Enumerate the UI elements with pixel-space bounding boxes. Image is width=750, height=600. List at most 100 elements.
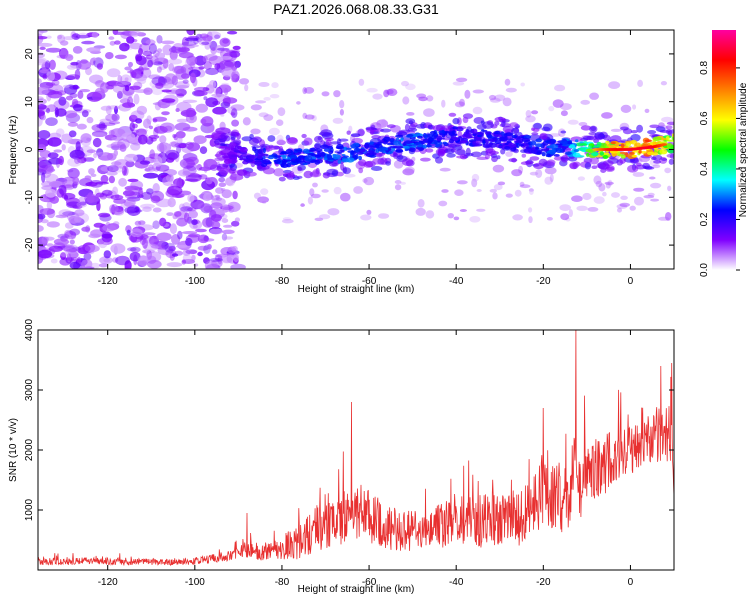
- spectrogram-blob: [202, 87, 210, 92]
- spectrogram-blob: [468, 133, 473, 139]
- spectrogram-blob: [260, 188, 269, 196]
- spectrogram-blob: [488, 94, 497, 101]
- spectrogram-blob: [108, 175, 115, 184]
- spectrogram-blob: [346, 130, 351, 135]
- spectrogram-blob: [615, 141, 620, 147]
- spectrogram-blob: [38, 52, 45, 58]
- spectrogram-blob: [110, 194, 124, 200]
- spectrogram-blob: [70, 61, 79, 66]
- spectrogram-blob: [452, 126, 458, 130]
- spectrogram-blob: [346, 157, 355, 163]
- spectrogram-blob: [255, 100, 267, 104]
- spectrogram-blob: [123, 198, 136, 207]
- spectrogram-blob: [472, 89, 484, 94]
- spectrogram-blob: [122, 190, 135, 197]
- spectrogram-blob: [655, 126, 666, 132]
- spectrogram-blob: [46, 221, 60, 228]
- spectrogram-blob: [283, 159, 292, 162]
- spectrogram-blob: [644, 108, 650, 113]
- spectrogram-blob: [193, 263, 199, 267]
- spectrogram-blob: [221, 256, 233, 263]
- spectrogram-blob: [62, 211, 76, 216]
- spectrogram-blob: [484, 153, 490, 160]
- spectrogram-blob: [602, 160, 614, 166]
- spectrogram-blob: [107, 165, 119, 173]
- spectrogram-blob: [356, 151, 364, 155]
- spectrogram-blob: [38, 249, 53, 259]
- spectrogram-blob: [424, 133, 428, 140]
- spectrogram-blob: [406, 112, 415, 116]
- spectrogram-blob: [660, 81, 668, 86]
- spectrogram-blob: [113, 31, 126, 35]
- spectrogram-blob: [152, 207, 162, 213]
- spectrogram-blob: [127, 178, 139, 183]
- spectrogram-blob: [366, 209, 372, 215]
- spectrogram-blob: [302, 162, 308, 166]
- spectrogram-blob: [221, 233, 228, 241]
- spectrogram-blob: [108, 129, 115, 136]
- spectrogram-blob: [198, 66, 205, 70]
- spectrogram-blob: [77, 245, 91, 253]
- spectrogram-blob: [38, 42, 53, 47]
- spectrogram-blob: [344, 173, 356, 178]
- spectrogram-blob: [117, 138, 130, 149]
- spectrogram-blob: [571, 195, 583, 202]
- spectrogram-blob: [143, 118, 151, 129]
- spectrogram-blob: [108, 105, 121, 110]
- spectrogram-blob: [149, 149, 155, 160]
- spectrogram-blob: [136, 105, 148, 115]
- spectrogram-blob: [211, 93, 225, 98]
- spectrogram-blob: [215, 197, 222, 202]
- snr-y-tick-label: 1000: [24, 498, 35, 521]
- spectrogram-blob: [551, 147, 557, 150]
- spectrogram-blob: [630, 130, 638, 134]
- spectrogram-blob: [225, 49, 240, 53]
- spectrogram-blob: [111, 136, 124, 141]
- spectrogram-blob: [105, 52, 114, 60]
- spectrogram-blob: [171, 75, 178, 86]
- spectrogram-blob: [394, 145, 404, 149]
- spectrogram-blob: [220, 188, 226, 192]
- spectrogram-blob: [166, 212, 174, 217]
- spectrogram-blob: [355, 143, 360, 147]
- spectrogram-blob: [119, 144, 127, 152]
- spectrogram-blob: [100, 82, 109, 94]
- spectrogram-blob: [64, 230, 77, 240]
- spectrogram-blob: [533, 122, 542, 130]
- spectrogram-blob: [423, 108, 435, 117]
- spectrogram-blob: [221, 155, 230, 159]
- spectrogram-blob: [397, 154, 404, 160]
- spectrogram-blob: [589, 157, 599, 165]
- spectrogram-blob: [45, 188, 57, 198]
- spectrogram-blob: [230, 131, 240, 137]
- spectrogram-blob: [66, 64, 77, 70]
- spectrogram-blob: [452, 130, 456, 135]
- spectrogram-blob: [129, 251, 141, 262]
- spectrogram-blob: [523, 148, 531, 153]
- spectrogram-blob: [222, 206, 232, 213]
- spectrogram-blob: [47, 90, 63, 99]
- spectrogram-blob: [402, 158, 414, 167]
- spectrogram-blob: [465, 128, 470, 135]
- spectrogram-blob: [511, 169, 523, 177]
- spectrogram-blob: [265, 147, 273, 152]
- spectrogram-blob: [143, 172, 159, 179]
- spectrogram-blob: [501, 120, 506, 128]
- spectrogram-blob: [156, 48, 163, 53]
- spectrogram-blob: [333, 186, 342, 195]
- spectrogram-blob: [86, 116, 94, 124]
- spectrogram-blob: [58, 96, 67, 106]
- spectrogram-blob: [524, 160, 534, 165]
- spectrogram-blob: [161, 40, 175, 45]
- spectrogram-blob: [380, 128, 392, 133]
- spectrogram-blob: [92, 92, 102, 102]
- spectrogram-blob: [245, 171, 257, 177]
- spectrogram-blob: [494, 116, 506, 122]
- spectrogram-blob: [202, 55, 208, 63]
- spectrogram-blob: [115, 255, 130, 266]
- spectrogram-blob: [620, 126, 629, 131]
- spectrogram-blob: [532, 127, 540, 133]
- spectrogram-blob: [560, 103, 572, 111]
- spectrogram-blob: [314, 154, 322, 158]
- spectrogram-blob: [602, 191, 607, 197]
